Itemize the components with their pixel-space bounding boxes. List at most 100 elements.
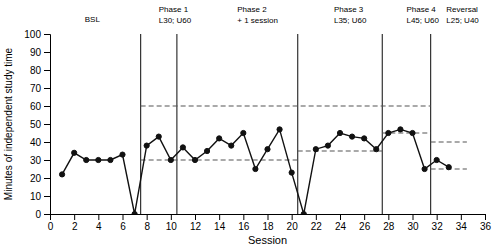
phase-label: + 1 session <box>237 16 278 25</box>
x-tick-mark <box>219 214 220 220</box>
y-tick: 80 <box>30 65 50 76</box>
chart: 0246810121416182022242628303234360102030… <box>0 0 500 248</box>
y-tick-label: 30 <box>30 155 42 166</box>
x-tick-mark <box>74 214 75 220</box>
data-point <box>192 157 197 162</box>
x-tick: 32 <box>432 214 444 232</box>
x-axis-line <box>51 215 486 221</box>
x-tick: 16 <box>238 214 250 232</box>
y-tick-mark <box>44 178 50 179</box>
y-tick-label: 0 <box>35 209 41 220</box>
data-point <box>144 143 149 148</box>
x-tick-label: 26 <box>359 221 371 232</box>
plot: 0246810121416182022242628303234360102030… <box>24 5 491 232</box>
x-tick-label: 12 <box>190 221 202 232</box>
phase-label: Phase 4 <box>406 5 436 14</box>
x-tick-mark <box>195 214 196 220</box>
y-tick-mark <box>44 196 50 197</box>
data-point <box>241 130 246 135</box>
x-tick-mark <box>437 214 438 220</box>
x-tick: 14 <box>214 214 226 232</box>
data-point <box>96 157 101 162</box>
data-point <box>120 152 125 157</box>
x-tick-label: 10 <box>166 221 178 232</box>
phase-label: L25; U40 <box>446 16 479 25</box>
x-tick-label: 2 <box>72 221 78 232</box>
x-tick: 4 <box>96 214 102 232</box>
y-tick: 50 <box>30 119 50 130</box>
marks <box>59 34 466 214</box>
y-axis-line <box>44 35 51 215</box>
x-tick-mark <box>388 214 389 220</box>
x-tick: 10 <box>166 214 178 232</box>
data-point <box>277 127 282 132</box>
y-tick-mark <box>44 142 50 143</box>
x-tick-mark <box>243 214 244 220</box>
y-tick-mark <box>44 214 50 215</box>
y-tick: 20 <box>30 173 50 184</box>
x-axis-title: Session <box>248 234 287 246</box>
data-point <box>265 147 270 152</box>
phase-label: Phase 2 <box>237 5 267 14</box>
y-tick: 90 <box>30 47 50 58</box>
y-tick-label: 50 <box>30 119 42 130</box>
y-tick-label: 80 <box>30 65 42 76</box>
y-axis: 0 10 20 30 40 50 60 70 80 90 100 <box>24 29 50 220</box>
y-axis-title: Minutes of independent study time <box>3 47 14 200</box>
x-tick-label: 24 <box>335 221 347 232</box>
phase-label: Phase 1 <box>159 5 189 14</box>
x-tick-label: 18 <box>262 221 274 232</box>
criterion-line <box>141 159 298 160</box>
x-tick-label: 36 <box>480 221 492 232</box>
y-tick-label: 10 <box>30 191 42 202</box>
y-tick: 30 <box>30 155 50 166</box>
data-point <box>59 172 64 177</box>
x-tick-mark <box>485 214 486 220</box>
data-point <box>229 143 234 148</box>
phase-label: L45; U60 <box>406 16 439 25</box>
x-tick-label: 14 <box>214 221 226 232</box>
data-point <box>132 211 137 214</box>
x-tick-label: 6 <box>120 221 126 232</box>
x-tick-label: 30 <box>407 221 419 232</box>
x-tick-mark <box>171 214 172 220</box>
y-tick-label: 40 <box>30 137 42 148</box>
x-tick-label: 32 <box>432 221 444 232</box>
y-tick-mark <box>44 88 50 89</box>
x-tick-mark <box>123 214 124 220</box>
data-point <box>84 157 89 162</box>
y-tick: 60 <box>30 101 50 112</box>
data-point <box>398 127 403 132</box>
x-tick-label: 34 <box>456 221 468 232</box>
data-point <box>362 136 367 141</box>
phase-line <box>382 34 383 214</box>
x-tick: 12 <box>190 214 202 232</box>
x-tick-mark <box>147 214 148 220</box>
phase-line <box>297 34 298 214</box>
phase-line <box>430 34 431 214</box>
y-tick-mark <box>44 160 50 161</box>
x-tick-label: 0 <box>48 221 54 232</box>
criterion-line <box>298 150 383 151</box>
x-tick-label: 22 <box>311 221 323 232</box>
data-point <box>386 130 391 135</box>
phase-label: L35; U60 <box>334 16 367 25</box>
data-point <box>349 134 354 139</box>
phase-line <box>140 34 141 214</box>
data-point <box>410 130 415 135</box>
data-point <box>253 166 258 171</box>
data-point <box>168 157 173 162</box>
x-tick-mark <box>461 214 462 220</box>
data-point <box>422 166 427 171</box>
x-tick-mark <box>340 214 341 220</box>
y-tick: 100 <box>24 29 50 40</box>
data-point <box>204 148 209 153</box>
y-tick-mark <box>44 34 50 35</box>
y-tick: 40 <box>30 137 50 148</box>
x-tick: 22 <box>311 214 323 232</box>
phase-label: L30; U60 <box>159 16 192 25</box>
y-tick: 70 <box>30 83 50 94</box>
x-tick: 20 <box>287 214 299 232</box>
x-tick: 2 <box>72 214 78 232</box>
data-point <box>313 147 318 152</box>
